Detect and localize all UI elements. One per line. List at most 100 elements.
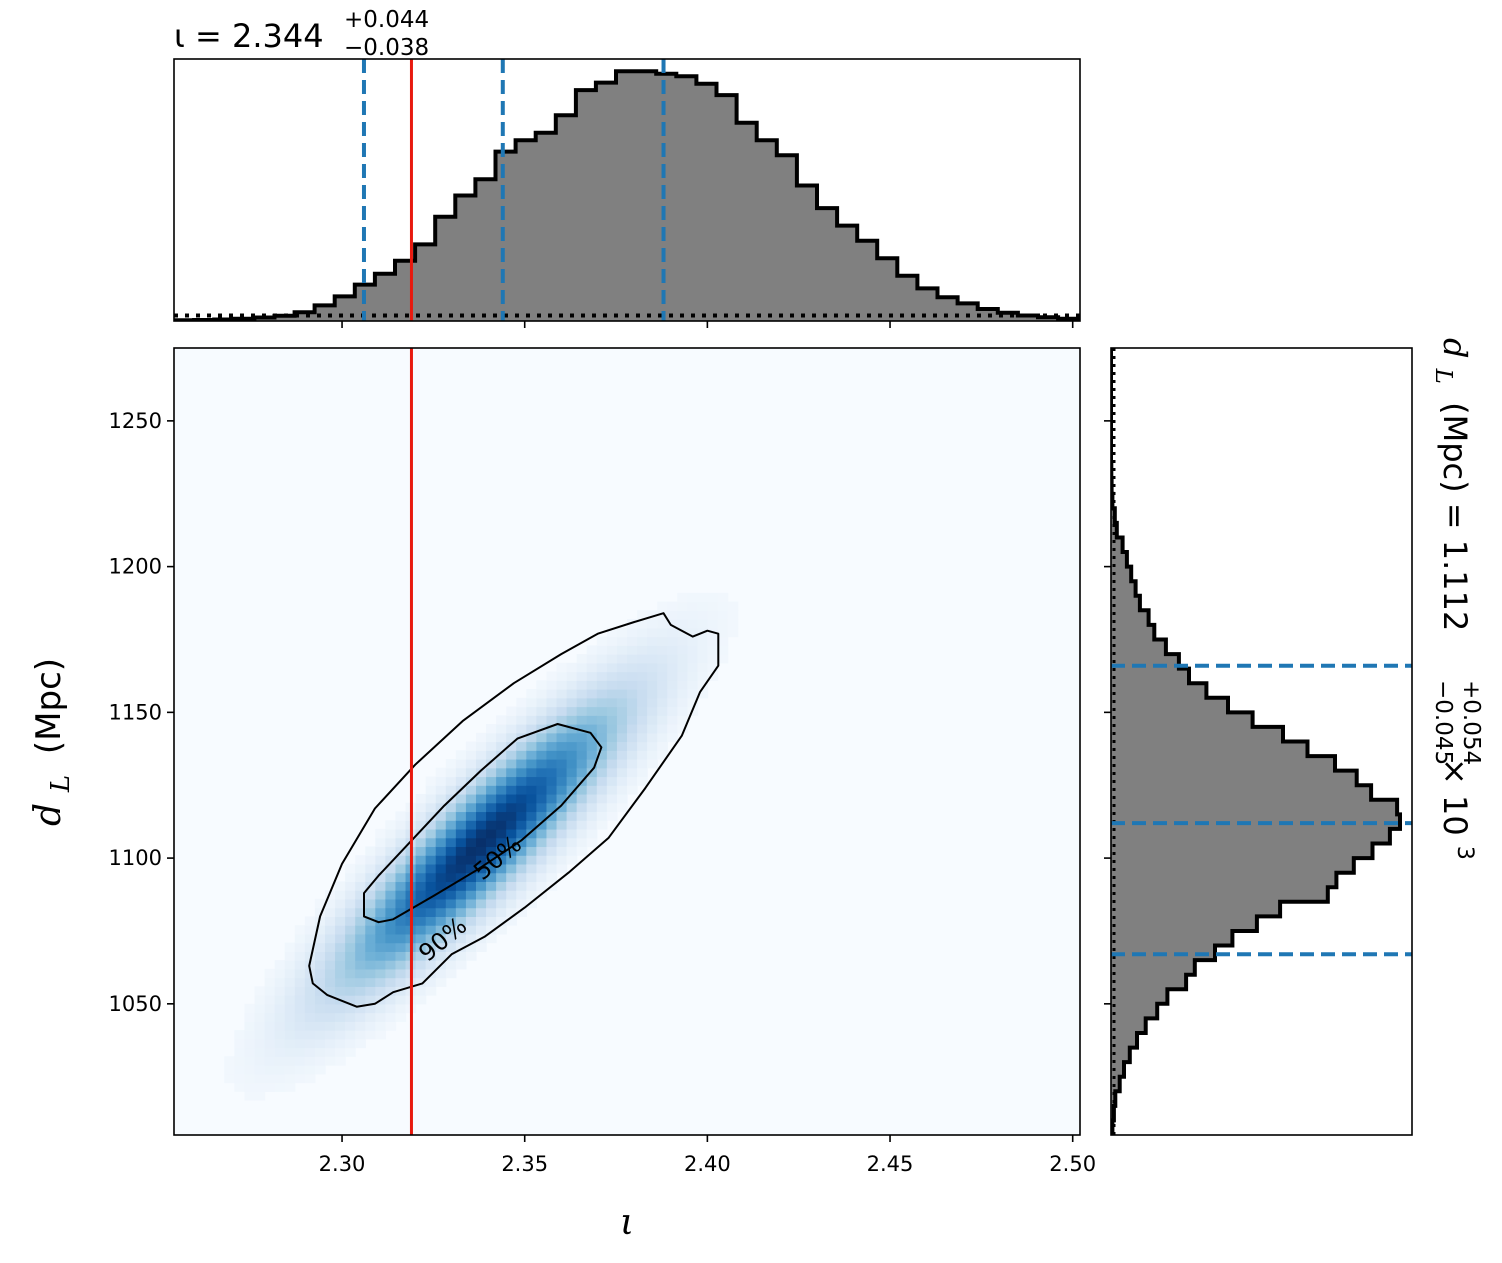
density-cell <box>435 977 447 987</box>
density-cell <box>516 802 527 813</box>
density-cell <box>596 820 608 830</box>
density-cell <box>395 907 407 917</box>
density-cell <box>536 724 548 734</box>
density-cell <box>506 855 517 865</box>
dl-title-exp: 3 <box>1452 846 1477 860</box>
density-cell <box>345 1021 356 1031</box>
density-cell <box>606 741 618 751</box>
density-cell <box>586 645 598 655</box>
density-cell <box>395 881 407 891</box>
density-cell <box>616 662 628 673</box>
density-cell <box>677 619 688 629</box>
density-cell <box>506 872 517 883</box>
density-cell <box>314 1012 326 1022</box>
density-cell <box>516 724 527 734</box>
density-cell <box>627 706 638 716</box>
density-cell <box>465 758 477 769</box>
density-cell <box>687 680 699 690</box>
density-cell <box>465 855 477 865</box>
density-cell <box>395 916 407 926</box>
density-cell <box>335 1021 346 1031</box>
density-cell <box>606 767 618 778</box>
density-cell <box>284 986 296 996</box>
density-cell <box>516 907 527 917</box>
density-cell <box>576 846 588 856</box>
density-cell <box>435 785 447 795</box>
density-cell <box>365 968 376 979</box>
density-cell <box>526 863 537 874</box>
density-cell <box>486 881 497 891</box>
density-cell <box>687 610 699 620</box>
density-cell <box>566 706 578 716</box>
density-cell <box>526 846 537 856</box>
density-cell <box>576 724 588 734</box>
density-cell <box>304 1056 316 1066</box>
density-cell <box>445 890 457 900</box>
density-cell <box>314 1030 326 1040</box>
density-cell <box>425 925 437 935</box>
density-cell <box>254 1030 266 1040</box>
density-cell <box>365 925 376 935</box>
density-cell <box>455 828 467 839</box>
y-tick-label: 1200 <box>109 555 162 579</box>
density-cell <box>355 890 366 900</box>
density-cell <box>274 995 286 1005</box>
density-cell <box>355 898 366 909</box>
density-cell <box>707 592 719 603</box>
density-cell <box>224 1065 235 1075</box>
dl-title-suffix: × 10 <box>1436 758 1474 836</box>
density-cell <box>325 986 336 996</box>
density-cell <box>697 636 709 646</box>
density-cell <box>355 863 366 874</box>
density-cell <box>506 916 517 926</box>
density-cell <box>677 610 688 620</box>
density-cell <box>637 776 648 786</box>
density-cell <box>274 1056 286 1066</box>
density-cell <box>335 1047 346 1057</box>
density-cell <box>556 662 568 673</box>
density-cell <box>677 654 688 664</box>
density-cell <box>465 820 477 830</box>
density-cell <box>637 627 648 638</box>
density-cell <box>335 986 346 996</box>
density-cell <box>667 732 678 743</box>
density-cell <box>314 942 326 952</box>
density-cell <box>435 793 447 804</box>
density-cell <box>395 1003 407 1014</box>
density-cell <box>516 872 527 883</box>
density-cell <box>566 680 578 690</box>
y-tick-label: 1100 <box>109 846 162 870</box>
density-cell <box>455 942 467 952</box>
density-cell <box>415 960 427 970</box>
density-cell <box>707 601 719 611</box>
density-cell <box>576 741 588 751</box>
density-cell <box>476 837 487 848</box>
density-cell <box>234 1056 246 1066</box>
density-cell <box>244 1091 256 1101</box>
density-cell <box>586 732 598 743</box>
density-cell <box>435 811 447 821</box>
density-cell <box>465 811 477 821</box>
y-axis-label: d L (Mpc) <box>28 658 76 826</box>
density-cell <box>506 802 517 813</box>
density-cell <box>637 636 648 646</box>
density-cell <box>425 960 437 970</box>
density-cell <box>335 916 346 926</box>
density-cell <box>616 636 628 646</box>
density-cell <box>314 951 326 961</box>
density-cell <box>335 925 346 935</box>
density-cell <box>486 837 497 848</box>
top-marginal-content <box>174 59 1080 321</box>
density-cell <box>486 811 497 821</box>
density-cell <box>325 916 336 926</box>
density-cell <box>536 776 548 786</box>
density-cell <box>365 942 376 952</box>
density-cell <box>476 793 487 804</box>
density-cell <box>445 811 457 821</box>
density-cell <box>375 890 386 900</box>
density-cell <box>325 925 336 935</box>
density-cell <box>314 1056 326 1066</box>
density-cell <box>576 758 588 769</box>
density-cell <box>304 986 316 996</box>
density-cell <box>415 811 427 821</box>
